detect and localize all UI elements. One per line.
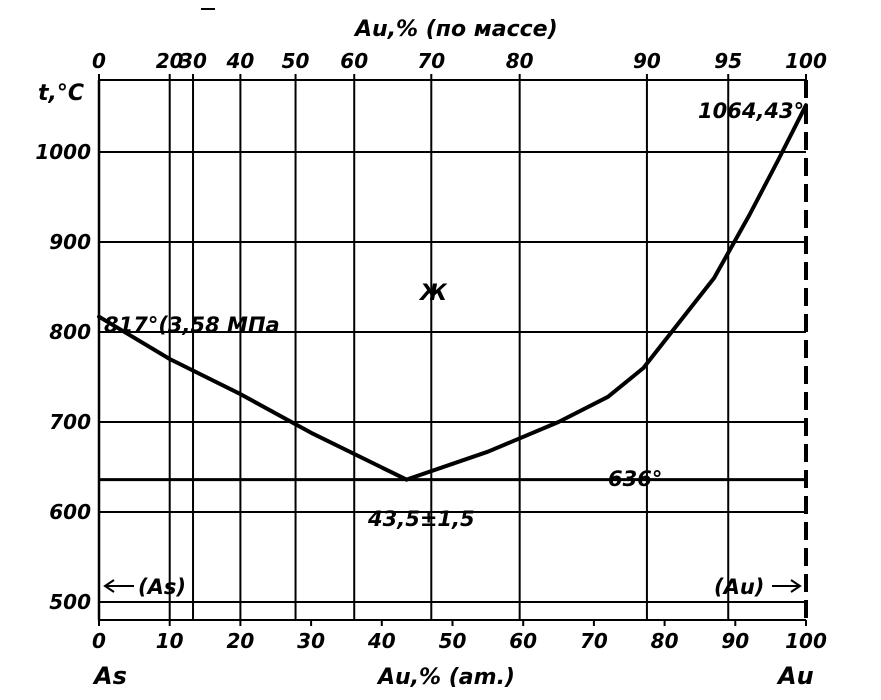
as-melting-annotation: 817°(3,58 МПа — [104, 313, 280, 337]
bottom-tick-label-9: 90 — [721, 629, 749, 653]
grid — [99, 80, 806, 620]
top-tick-label-8: 90 — [633, 49, 661, 73]
bottom-tick-label-7: 70 — [580, 629, 608, 653]
liquidus-line-1 — [404, 103, 808, 482]
left-element-label: As — [92, 662, 127, 690]
bottom-tick-label-10: 100 — [785, 629, 827, 653]
y-tick-label-600: 600 — [49, 500, 91, 524]
bottom-tick-label-1: 10 — [156, 629, 184, 653]
series-group — [97, 103, 808, 482]
as-phase-label: (As) — [138, 575, 186, 599]
au-phase-label: (Au) — [714, 575, 764, 599]
top-tick-label-2: 30 — [179, 49, 207, 73]
plot-frame — [97, 74, 808, 626]
bottom-axis-title: Au,% (am.) — [376, 665, 515, 690]
y-tick-label-700: 700 — [49, 410, 91, 434]
y-tick-label-500: 500 — [49, 590, 91, 614]
bottom-tick-label-4: 40 — [367, 629, 396, 653]
y-tick-label-800: 800 — [49, 320, 91, 344]
top-tick-label-4: 50 — [282, 49, 310, 73]
top-tick-label-9: 95 — [714, 49, 742, 73]
liquidus-line-0 — [97, 314, 409, 482]
au-melting-annotation: 1064,43° — [698, 99, 804, 123]
top-tick-label-6: 70 — [417, 49, 445, 73]
y-axis-title: t,°C — [38, 81, 84, 106]
top-tick-label-1: 20 — [156, 49, 184, 73]
bottom-tick-labels: 0 10 20 30 40 50 60 70 80 90 100 — [92, 629, 827, 653]
eutectic-composition-annotation: 43,5±1,5 — [367, 507, 475, 531]
bottom-tick-label-3: 30 — [297, 629, 325, 653]
y-tick-label-1000: 1000 — [35, 140, 91, 164]
top-tick-label-5: 60 — [340, 49, 368, 73]
bottom-tick-label-6: 60 — [509, 629, 537, 653]
bottom-tick-label-8: 80 — [651, 629, 679, 653]
liquid-phase-label: Ж — [418, 281, 448, 306]
eutectic-temperature-annotation: 636° — [608, 467, 662, 491]
top-tick-label-7: 80 — [506, 49, 534, 73]
top-axis-title: Au,% (по массе) — [353, 17, 558, 42]
as-arrow-head — [103, 579, 115, 593]
y-tick-label-900: 900 — [49, 230, 91, 254]
au-arrow-head — [790, 579, 802, 593]
top-tick-label-3: 40 — [225, 49, 254, 73]
bottom-tick-label-2: 20 — [226, 629, 254, 653]
top-tick-label-10: 100 — [785, 49, 827, 73]
top-tick-label-0: 0 — [92, 49, 106, 73]
y-tick-labels: 500 600 700 800 900 1000 — [35, 140, 91, 614]
bottom-tick-label-0: 0 — [92, 629, 106, 653]
right-element-label: Au — [776, 662, 814, 690]
bottom-tick-label-5: 50 — [439, 629, 467, 653]
